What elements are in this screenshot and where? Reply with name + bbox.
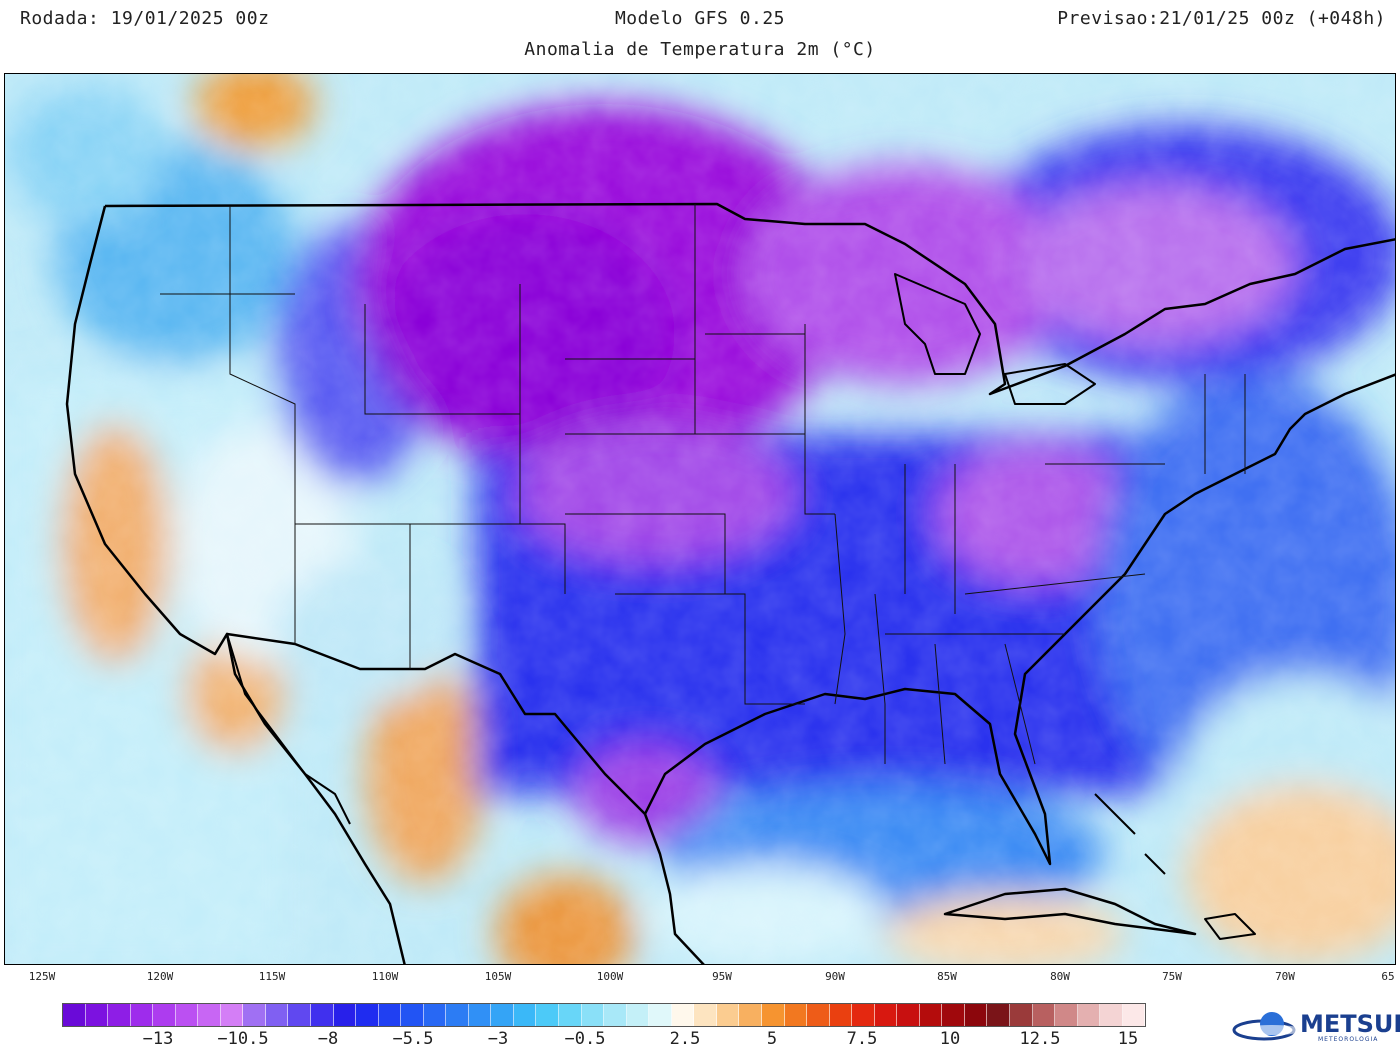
colorbar-tick: 7.5: [846, 1029, 878, 1049]
lon-label: 95W: [712, 970, 732, 983]
logo-name: METSUL: [1300, 1010, 1400, 1038]
colorbar-swatch: [130, 1004, 154, 1026]
colorbar-swatch: [1032, 1004, 1056, 1026]
colorbar-swatch: [897, 1004, 920, 1026]
colorbar-tick: −3: [487, 1029, 509, 1049]
colorbar-tick: 2.5: [669, 1029, 701, 1049]
lon-label: 120W: [146, 970, 174, 983]
colorbar-swatch: [356, 1004, 379, 1026]
colorbar-swatch: [378, 1004, 402, 1026]
colorbar-swatch: [807, 1004, 830, 1026]
colorbar-tick: −10.5: [217, 1029, 269, 1049]
colorbar-swatch: [671, 1004, 695, 1026]
run-time-label: Rodada: 19/01/2025 00z: [20, 8, 270, 29]
colorbar-swatch: [626, 1004, 650, 1026]
colorbar-swatch: [581, 1004, 605, 1026]
colorbar-swatch: [401, 1004, 424, 1026]
colorbar-swatch: [761, 1004, 785, 1026]
colorbar-tick: −5.5: [392, 1029, 434, 1049]
texture-overlay: [5, 74, 1395, 964]
lon-label: 105W: [484, 970, 512, 983]
colorbar: [62, 1003, 1146, 1027]
colorbar-swatch: [153, 1004, 176, 1026]
colorbar-swatch: [694, 1004, 717, 1026]
colorbar-tick: 5: [766, 1029, 778, 1049]
colorbar-tick: 10: [939, 1029, 961, 1049]
colorbar-swatch: [536, 1004, 560, 1026]
colorbar-swatch: [468, 1004, 492, 1026]
lon-label: 70W: [1275, 970, 1295, 983]
colorbar-tick: −0.5: [564, 1029, 606, 1049]
lon-label: 110W: [371, 970, 399, 983]
colorbar-swatch: [63, 1004, 86, 1026]
lon-label: 65: [1381, 970, 1395, 983]
colorbar-swatch: [942, 1004, 965, 1026]
lon-label: 90W: [825, 970, 845, 983]
colorbar-swatch: [423, 1004, 447, 1026]
colorbar-swatch: [220, 1004, 244, 1026]
colorbar-swatch: [852, 1004, 875, 1026]
colorbar-swatch: [1009, 1004, 1033, 1026]
lon-label: 80W: [1050, 970, 1070, 983]
lon-label: 125W: [28, 970, 56, 983]
colorbar-tick: 15: [1117, 1029, 1139, 1049]
map-subtitle: Anomalia de Temperatura 2m (°C): [524, 39, 876, 60]
colorbar-swatch: [559, 1004, 582, 1026]
lon-label: 115W: [258, 970, 286, 983]
colorbar-swatch: [987, 1004, 1010, 1026]
colorbar-swatch: [491, 1004, 514, 1026]
colorbar-swatch: [265, 1004, 289, 1026]
colorbar-swatch: [446, 1004, 469, 1026]
lon-label: 85W: [937, 970, 957, 983]
colorbar-tick: 12.5: [1019, 1029, 1061, 1049]
colorbar-swatch: [964, 1004, 988, 1026]
anomaly-map: [4, 73, 1396, 965]
colorbar-swatch: [739, 1004, 762, 1026]
colorbar-swatch: [716, 1004, 740, 1026]
colorbar-swatch: [604, 1004, 627, 1026]
colorbar-swatch: [311, 1004, 334, 1026]
logo-subtitle: METEOROLOGIA: [1318, 1036, 1379, 1043]
colorbar-tick: −8: [317, 1029, 339, 1049]
colorbar-swatch: [784, 1004, 808, 1026]
colorbar-tick: −13: [142, 1029, 174, 1049]
colorbar-swatch: [1122, 1004, 1146, 1026]
colorbar-swatch: [175, 1004, 199, 1026]
colorbar-swatch: [198, 1004, 221, 1026]
colorbar-swatch: [108, 1004, 131, 1026]
lon-label: 100W: [596, 970, 624, 983]
colorbar-swatch: [85, 1004, 109, 1026]
borders: [65, 202, 1395, 964]
colorbar-swatch: [829, 1004, 853, 1026]
colorbar-swatch: [333, 1004, 357, 1026]
map-canvas: [5, 74, 1395, 964]
state-borders: [160, 204, 1246, 765]
model-title: Modelo GFS 0.25: [614, 8, 786, 29]
forecast-time-label: Previsao:21/01/25 00z (+048h): [1057, 8, 1386, 29]
colorbar-swatch: [919, 1004, 943, 1026]
colorbar-swatch: [1100, 1004, 1123, 1026]
colorbar-swatch: [649, 1004, 672, 1026]
colorbar-swatch: [1055, 1004, 1078, 1026]
colorbar-swatch: [874, 1004, 898, 1026]
colorbar-swatch: [513, 1004, 537, 1026]
lon-label: 75W: [1162, 970, 1182, 983]
colorbar-swatch: [1077, 1004, 1101, 1026]
colorbar-swatch: [243, 1004, 266, 1026]
colorbar-swatch: [288, 1004, 312, 1026]
metsul-logo-icon: [1232, 1012, 1304, 1041]
